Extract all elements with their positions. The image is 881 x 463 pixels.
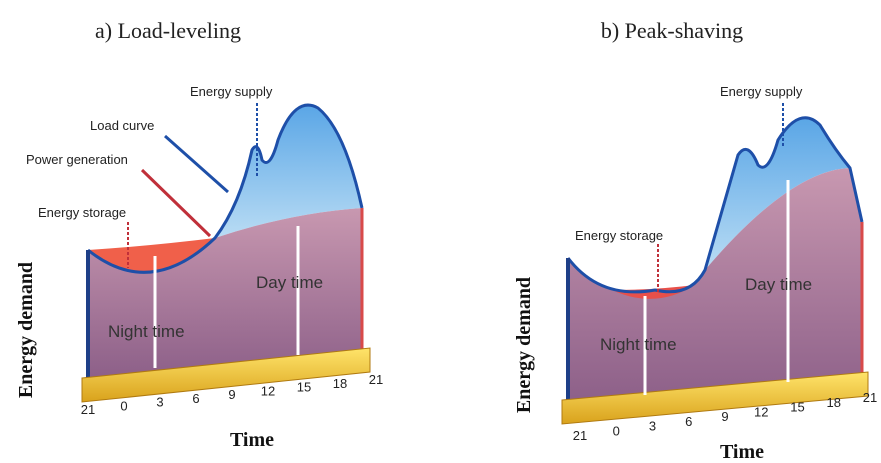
label: Day time [256,273,323,292]
label: Night time [108,322,185,341]
label: Load curve [90,118,154,133]
tick-label: 0 [613,423,620,438]
leader [142,170,210,236]
tick-label: 9 [228,387,235,402]
tick-label: 21 [863,390,877,405]
tick-label: 21 [81,402,95,417]
tick-label: 9 [721,409,728,424]
tick-label: 18 [827,395,841,410]
label: Energy supply [720,84,803,99]
y-axis-title: Energy demand [513,277,535,413]
panel-a: a) Load-leveling Energy supply Load curv… [15,18,383,451]
tick-label: 3 [156,395,163,410]
tick-label: 15 [297,380,311,395]
label: Power generation [26,152,128,167]
base-load-area [568,168,862,405]
panel-title: a) Load-leveling [95,18,241,43]
tick-label: 21 [369,372,383,387]
tick-label: 0 [120,398,127,413]
tick-label: 15 [790,400,804,415]
tick-label: 6 [685,414,692,429]
tick-label: 12 [754,404,768,419]
label: Energy storage [38,205,126,220]
tick-label: 12 [261,383,275,398]
label: Day time [745,275,812,294]
panel-b: b) Peak-shaving Energy supply Energy sto… [513,18,877,463]
tick-label: 6 [192,391,199,406]
leader [165,136,228,192]
label: Night time [600,335,677,354]
tick-label: 3 [649,419,656,434]
x-axis-title: Time [720,441,764,463]
figure: a) Load-leveling Energy supply Load curv… [0,0,881,463]
label: Energy supply [190,84,273,99]
panel-title: b) Peak-shaving [601,18,743,43]
tick-label: 21 [573,428,587,443]
x-axis-title: Time [230,429,274,451]
y-axis-title: Energy demand [15,262,37,398]
tick-label: 18 [333,376,347,391]
label: Energy storage [575,228,663,243]
